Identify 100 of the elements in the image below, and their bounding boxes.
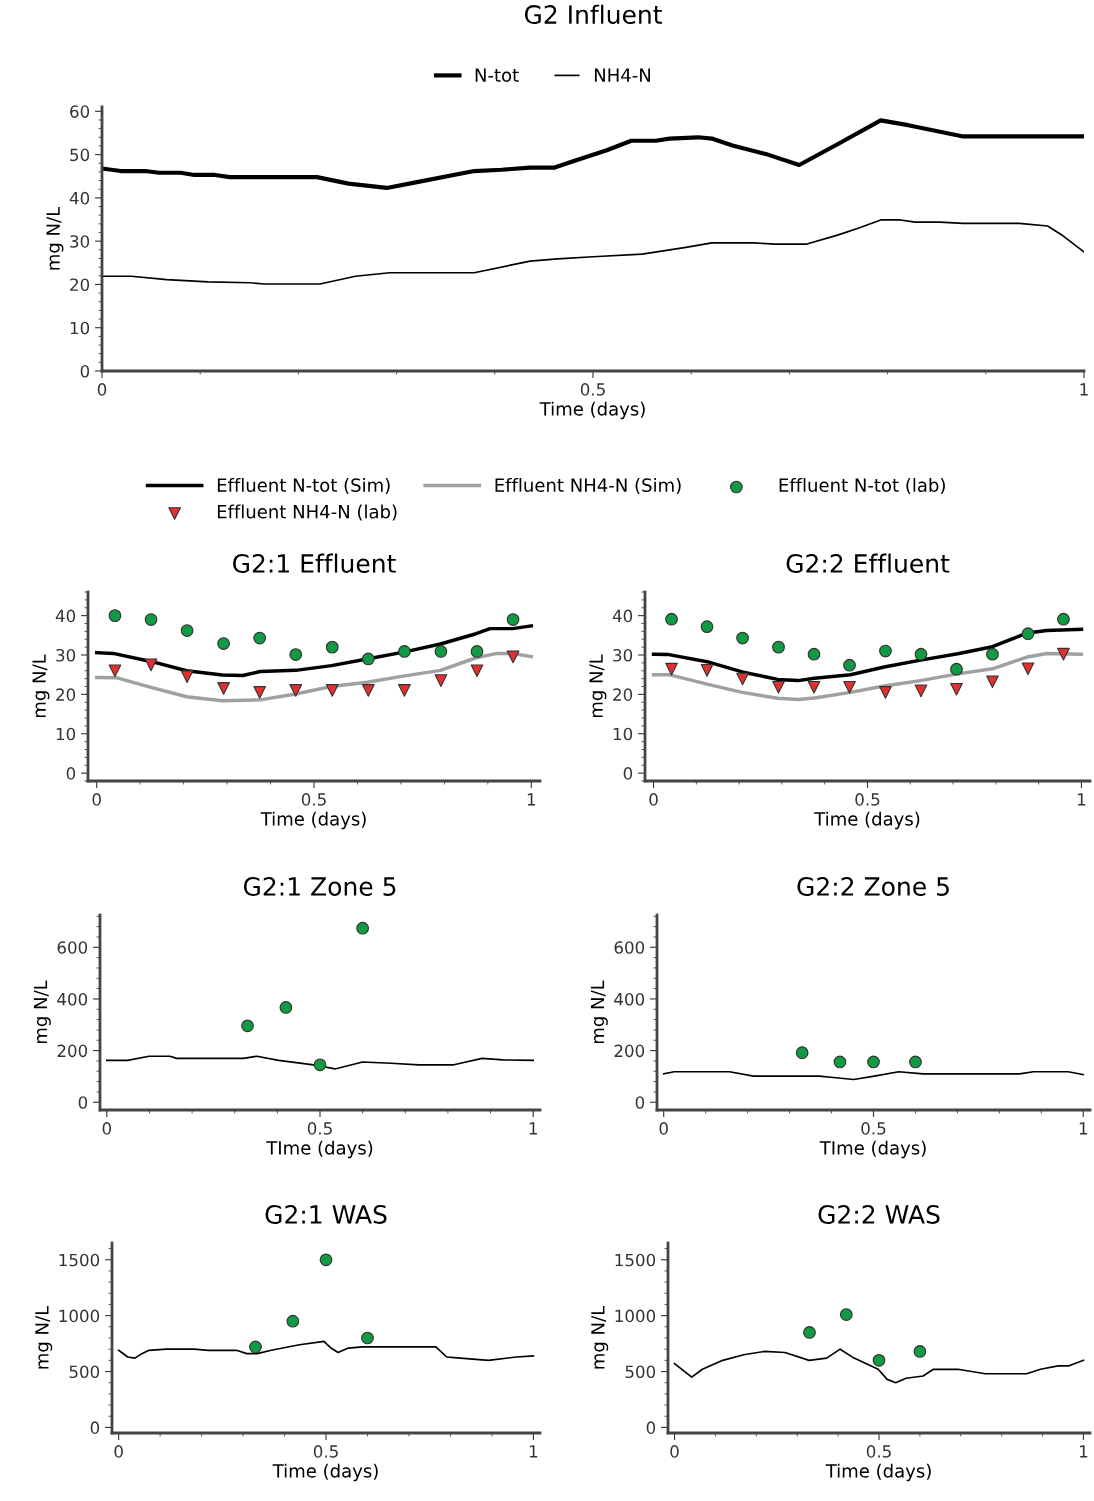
point bbox=[180, 624, 194, 637]
chart-title: G2:2 Effluent bbox=[786, 553, 950, 573]
y-tick-label: 600 bbox=[614, 941, 645, 954]
x-tick-label: 0.5 bbox=[313, 1445, 338, 1458]
legend-label: Effluent NH4-N (lab) bbox=[217, 504, 397, 521]
x-tick-label: 0 bbox=[659, 1122, 668, 1135]
point bbox=[356, 921, 370, 935]
y-axis-title: mg N/L bbox=[35, 1305, 53, 1369]
y-tick-label: 20 bbox=[613, 688, 633, 701]
y-tick-label: 40 bbox=[612, 609, 633, 623]
y-tick-label: 0 bbox=[66, 767, 76, 780]
x-tick-label: 1 bbox=[1077, 793, 1086, 806]
y-tick-label: 200 bbox=[614, 1044, 645, 1058]
line-series bbox=[105, 1055, 535, 1070]
point bbox=[253, 631, 267, 645]
point bbox=[914, 684, 928, 698]
point bbox=[289, 684, 303, 697]
y-tick-label: 500 bbox=[625, 1365, 656, 1379]
point bbox=[872, 1353, 886, 1367]
y-tick-label: 1500 bbox=[59, 1253, 100, 1267]
point bbox=[772, 640, 785, 654]
point bbox=[253, 686, 267, 699]
x-tick-label: 1 bbox=[529, 1445, 538, 1458]
point bbox=[398, 684, 411, 697]
y-axis-title: mg N/L bbox=[589, 654, 607, 718]
x-tick-label: 1 bbox=[529, 1122, 537, 1135]
x-axis-title: Time (days) bbox=[272, 1463, 378, 1482]
point bbox=[772, 680, 785, 694]
point bbox=[913, 1345, 927, 1358]
x-tick-label: 0.5 bbox=[301, 793, 326, 806]
y-axis-title: mg N/L bbox=[46, 206, 64, 270]
legend-label: Effluent N-tot (Sim) bbox=[217, 478, 390, 495]
x-tick-label: 1 bbox=[1080, 383, 1088, 396]
y-tick-label: 30 bbox=[56, 648, 76, 662]
point bbox=[843, 680, 856, 694]
point bbox=[700, 663, 714, 677]
point bbox=[144, 658, 158, 672]
point bbox=[914, 647, 928, 661]
y-tick-label: 1000 bbox=[59, 1309, 100, 1323]
point bbox=[839, 1308, 853, 1321]
point bbox=[286, 1314, 300, 1328]
chart-title: G2:2 WAS bbox=[818, 1205, 940, 1224]
x-axis-title: Time (days) bbox=[260, 811, 366, 830]
x-tick-label: 0 bbox=[114, 1445, 123, 1458]
point bbox=[665, 612, 678, 626]
point bbox=[325, 640, 339, 654]
line-series bbox=[673, 1348, 1085, 1384]
point bbox=[144, 613, 158, 626]
point bbox=[986, 675, 999, 689]
point bbox=[108, 609, 122, 622]
y-tick-label: 400 bbox=[614, 992, 645, 1006]
point bbox=[803, 1326, 816, 1339]
y-tick-label: 40 bbox=[69, 191, 90, 205]
legend-label: NH4-N bbox=[594, 68, 651, 82]
x-axis-title: Time (days) bbox=[814, 811, 920, 830]
chart-title: G2:2 Zone 5 bbox=[797, 877, 949, 896]
x-tick-label: 0 bbox=[102, 1122, 112, 1135]
y-tick-label: 200 bbox=[57, 1044, 88, 1058]
y-tick-label: 0 bbox=[78, 1096, 88, 1109]
y-tick-label: 20 bbox=[70, 278, 90, 292]
point bbox=[217, 682, 230, 695]
point bbox=[700, 620, 714, 634]
point bbox=[361, 1331, 374, 1345]
point bbox=[361, 652, 375, 666]
x-tick-label: 0 bbox=[670, 1445, 679, 1458]
y-tick-label: 30 bbox=[613, 648, 633, 662]
y-tick-label: 60 bbox=[70, 105, 90, 118]
point bbox=[665, 662, 678, 676]
y-tick-label: 20 bbox=[56, 688, 76, 701]
point bbox=[249, 1340, 262, 1354]
point bbox=[470, 645, 484, 658]
point bbox=[319, 1253, 333, 1267]
y-tick-label: 0 bbox=[635, 1096, 645, 1109]
y-tick-label: 0 bbox=[646, 1421, 656, 1434]
point bbox=[217, 637, 230, 650]
point bbox=[950, 682, 963, 696]
point bbox=[879, 644, 892, 658]
y-tick-label: 40 bbox=[55, 609, 76, 623]
chart-title: G2:1 Effluent bbox=[233, 553, 396, 573]
x-axis-title: TIme (days) bbox=[819, 1140, 926, 1159]
y-axis-title: mg N/L bbox=[591, 1305, 609, 1369]
point bbox=[506, 650, 520, 664]
point bbox=[1021, 627, 1035, 641]
point bbox=[1057, 647, 1070, 661]
x-tick-label: 0.5 bbox=[580, 383, 605, 396]
y-tick-label: 0 bbox=[90, 1421, 100, 1434]
y-tick-label: 10 bbox=[70, 321, 90, 335]
chart-title: G2:1 WAS bbox=[265, 1205, 387, 1224]
point bbox=[807, 647, 821, 661]
point bbox=[506, 613, 520, 626]
y-tick-label: 10 bbox=[56, 727, 76, 741]
y-axis-title: mg N/L bbox=[590, 980, 608, 1044]
point bbox=[736, 672, 749, 686]
x-tick-label: 1 bbox=[527, 793, 536, 806]
legend-label: Effluent N-tot (lab) bbox=[779, 478, 945, 495]
x-axis-title: TIme (days) bbox=[266, 1140, 373, 1159]
x-tick-label: 0.5 bbox=[861, 1122, 886, 1135]
y-tick-label: 500 bbox=[69, 1365, 100, 1379]
y-tick-label: 1500 bbox=[615, 1253, 656, 1267]
line-series bbox=[102, 219, 1084, 285]
